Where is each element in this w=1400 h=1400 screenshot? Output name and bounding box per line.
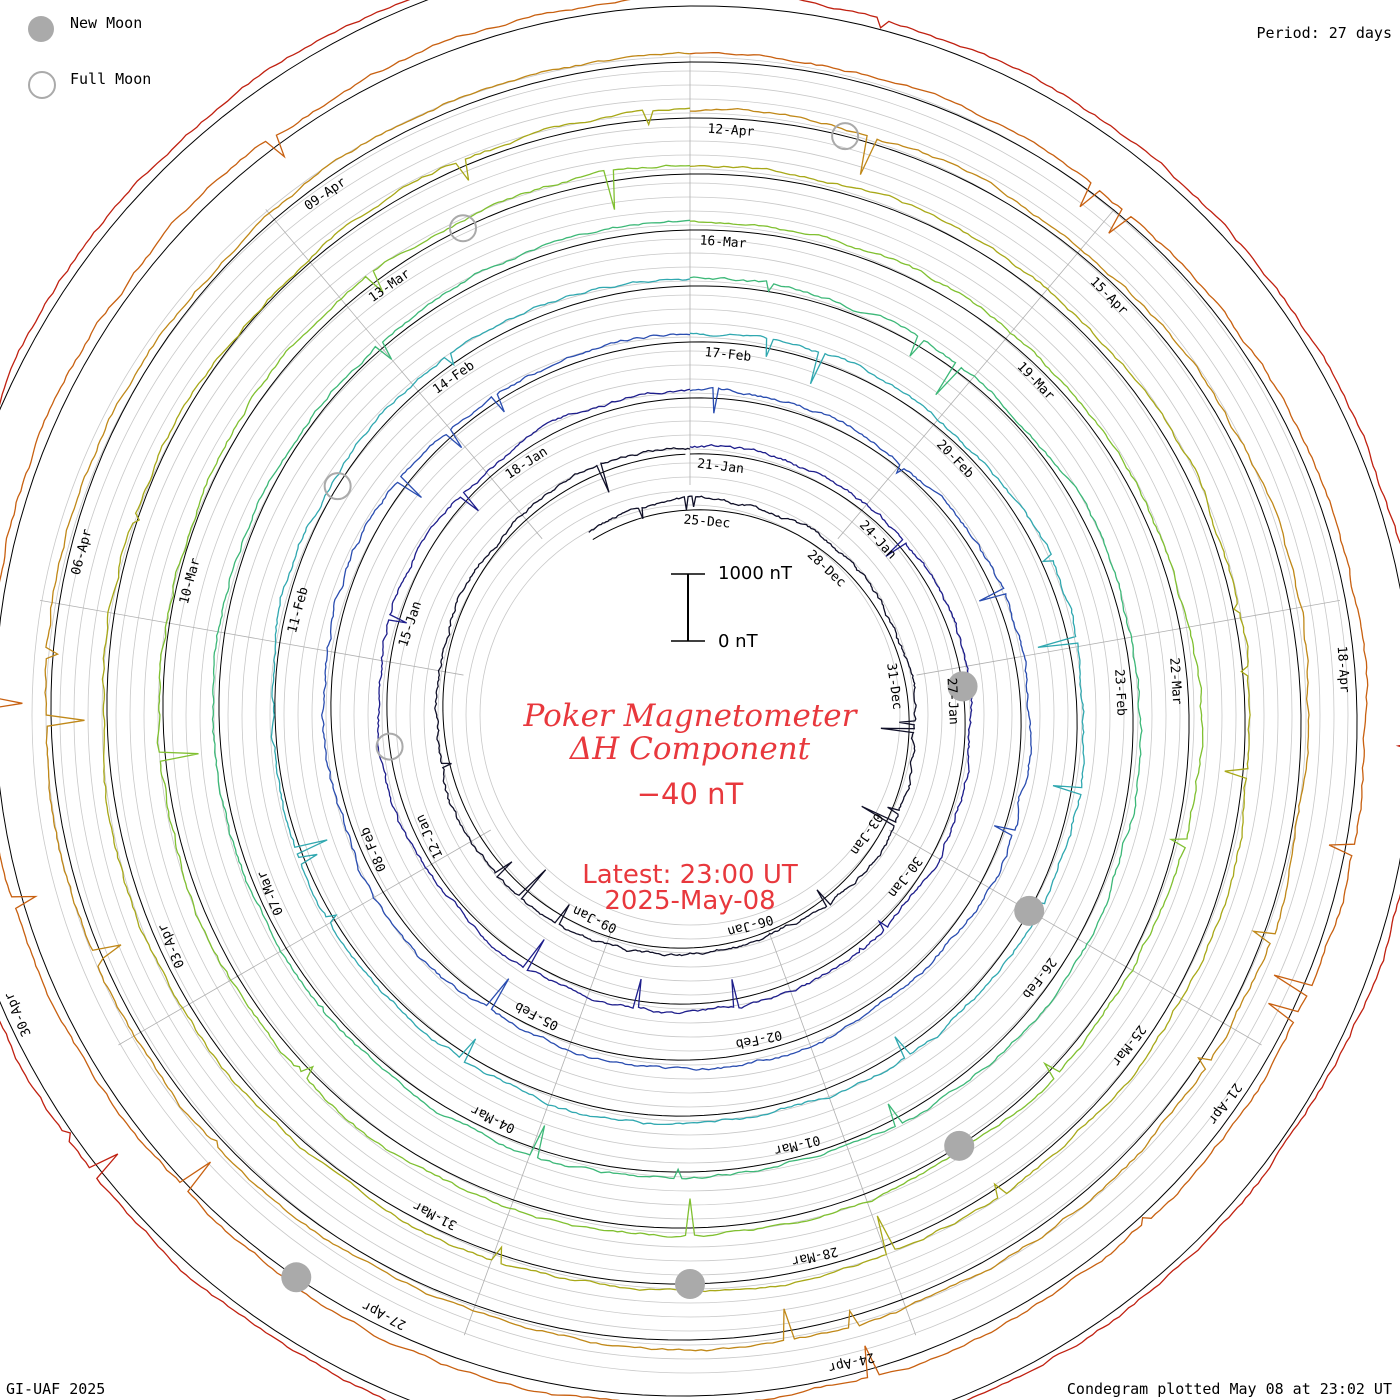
date-label: 27-Apr: [360, 1297, 409, 1332]
grid-spoke: [916, 599, 1341, 676]
trace-ring-2: [321, 333, 1033, 1071]
date-label: 20-Feb: [933, 437, 977, 481]
date-label: 16-Mar: [699, 233, 747, 251]
full-moon-marker: [375, 732, 404, 761]
full-moon-marker: [449, 214, 478, 243]
period-label: Period: 27 days: [1256, 24, 1392, 42]
baseline-spiral: [218, 229, 1134, 1173]
trace-ring-4: [211, 219, 1143, 1180]
grid-spoke: [888, 829, 1262, 1046]
grid-spoke: [118, 829, 492, 1046]
full-moon-marker: [831, 122, 860, 151]
polar-grid: [31, 55, 1349, 1374]
date-label: 31-Dec: [883, 662, 904, 711]
date-label: 30-Apr: [2, 989, 35, 1038]
trace-ring-3: [270, 278, 1085, 1126]
date-label: 25-Dec: [683, 512, 731, 531]
baseline-spiral: [330, 341, 1022, 1061]
grid-spoke: [39, 599, 464, 676]
date-label: 15-Jan: [396, 600, 425, 649]
full-moon-marker: [323, 472, 352, 501]
date-label: 28-Mar: [790, 1243, 839, 1268]
baseline-spiral: [274, 285, 1078, 1117]
new-moon-icon: [28, 16, 54, 42]
latest-date: 2025-May-08: [604, 886, 776, 916]
new-moon-marker: [947, 671, 978, 702]
date-label: 19-Mar: [1014, 359, 1058, 403]
moon-markers: [281, 122, 1045, 1299]
full-moon-icon: [28, 71, 56, 99]
scale-top-label: 1000 nT: [718, 563, 792, 584]
date-label: 03-Apr: [155, 921, 188, 970]
date-label: 31-Mar: [411, 1198, 460, 1233]
date-label: 18-Apr: [1334, 645, 1352, 693]
trace-ring-1: [376, 388, 973, 1015]
grid-spoke: [837, 209, 1115, 540]
chart-subtitle: ΔH Component: [569, 731, 811, 767]
baseline-spiral: [0, 5, 1358, 1397]
date-label: 12-Jan: [413, 812, 446, 861]
grid-spoke: [463, 930, 612, 1336]
trace-ring-5: [156, 164, 1204, 1238]
date-label: 21-Jan: [696, 456, 744, 477]
new-moon-marker: [281, 1262, 312, 1293]
baseline-spiral: [162, 173, 1190, 1229]
footer-plot-time: Condegram plotted May 08 at 23:02 UT: [1066, 1380, 1392, 1398]
current-value: −40 nT: [636, 777, 744, 811]
trace-ring-8: [0, 0, 1369, 1400]
new-moon-marker: [1014, 895, 1045, 926]
date-label: 02-Feb: [734, 1027, 783, 1051]
full-moon-label: Full Moon: [70, 70, 152, 88]
date-label: 12-Apr: [707, 122, 755, 140]
new-moon-marker: [675, 1269, 705, 1299]
scale-bottom-label: 0 nT: [718, 631, 758, 652]
footer-credit: GI-UAF 2025: [6, 1380, 106, 1398]
date-label: 23-Feb: [1111, 669, 1128, 717]
date-label: 08-Feb: [358, 825, 390, 874]
date-label: 07-Mar: [255, 868, 287, 917]
trace-ring-0: [434, 447, 917, 957]
baseline-spiral: [50, 61, 1302, 1341]
date-label: 24-Jan: [856, 518, 899, 563]
trace-ring-7: [44, 51, 1310, 1352]
date-label: 22-Mar: [1166, 657, 1184, 705]
new-moon-marker: [944, 1130, 975, 1161]
date-label: 17-Feb: [704, 345, 752, 365]
baseline-spiral: [386, 397, 966, 1005]
grid-spoke: [265, 209, 543, 540]
date-label: 15-Apr: [1087, 274, 1131, 318]
latest-time: Latest: 23:00 UT: [582, 860, 798, 890]
grid-circle: [479, 504, 901, 926]
chart-title: Poker Magnetometer: [523, 698, 857, 734]
grid-spoke: [768, 930, 917, 1336]
date-label: 05-Feb: [512, 998, 561, 1033]
scale-bar: [671, 573, 705, 642]
new-moon-label: New Moon: [70, 14, 143, 32]
baseline-spiral: [442, 453, 910, 949]
date-label: 27-Jan: [943, 677, 960, 725]
